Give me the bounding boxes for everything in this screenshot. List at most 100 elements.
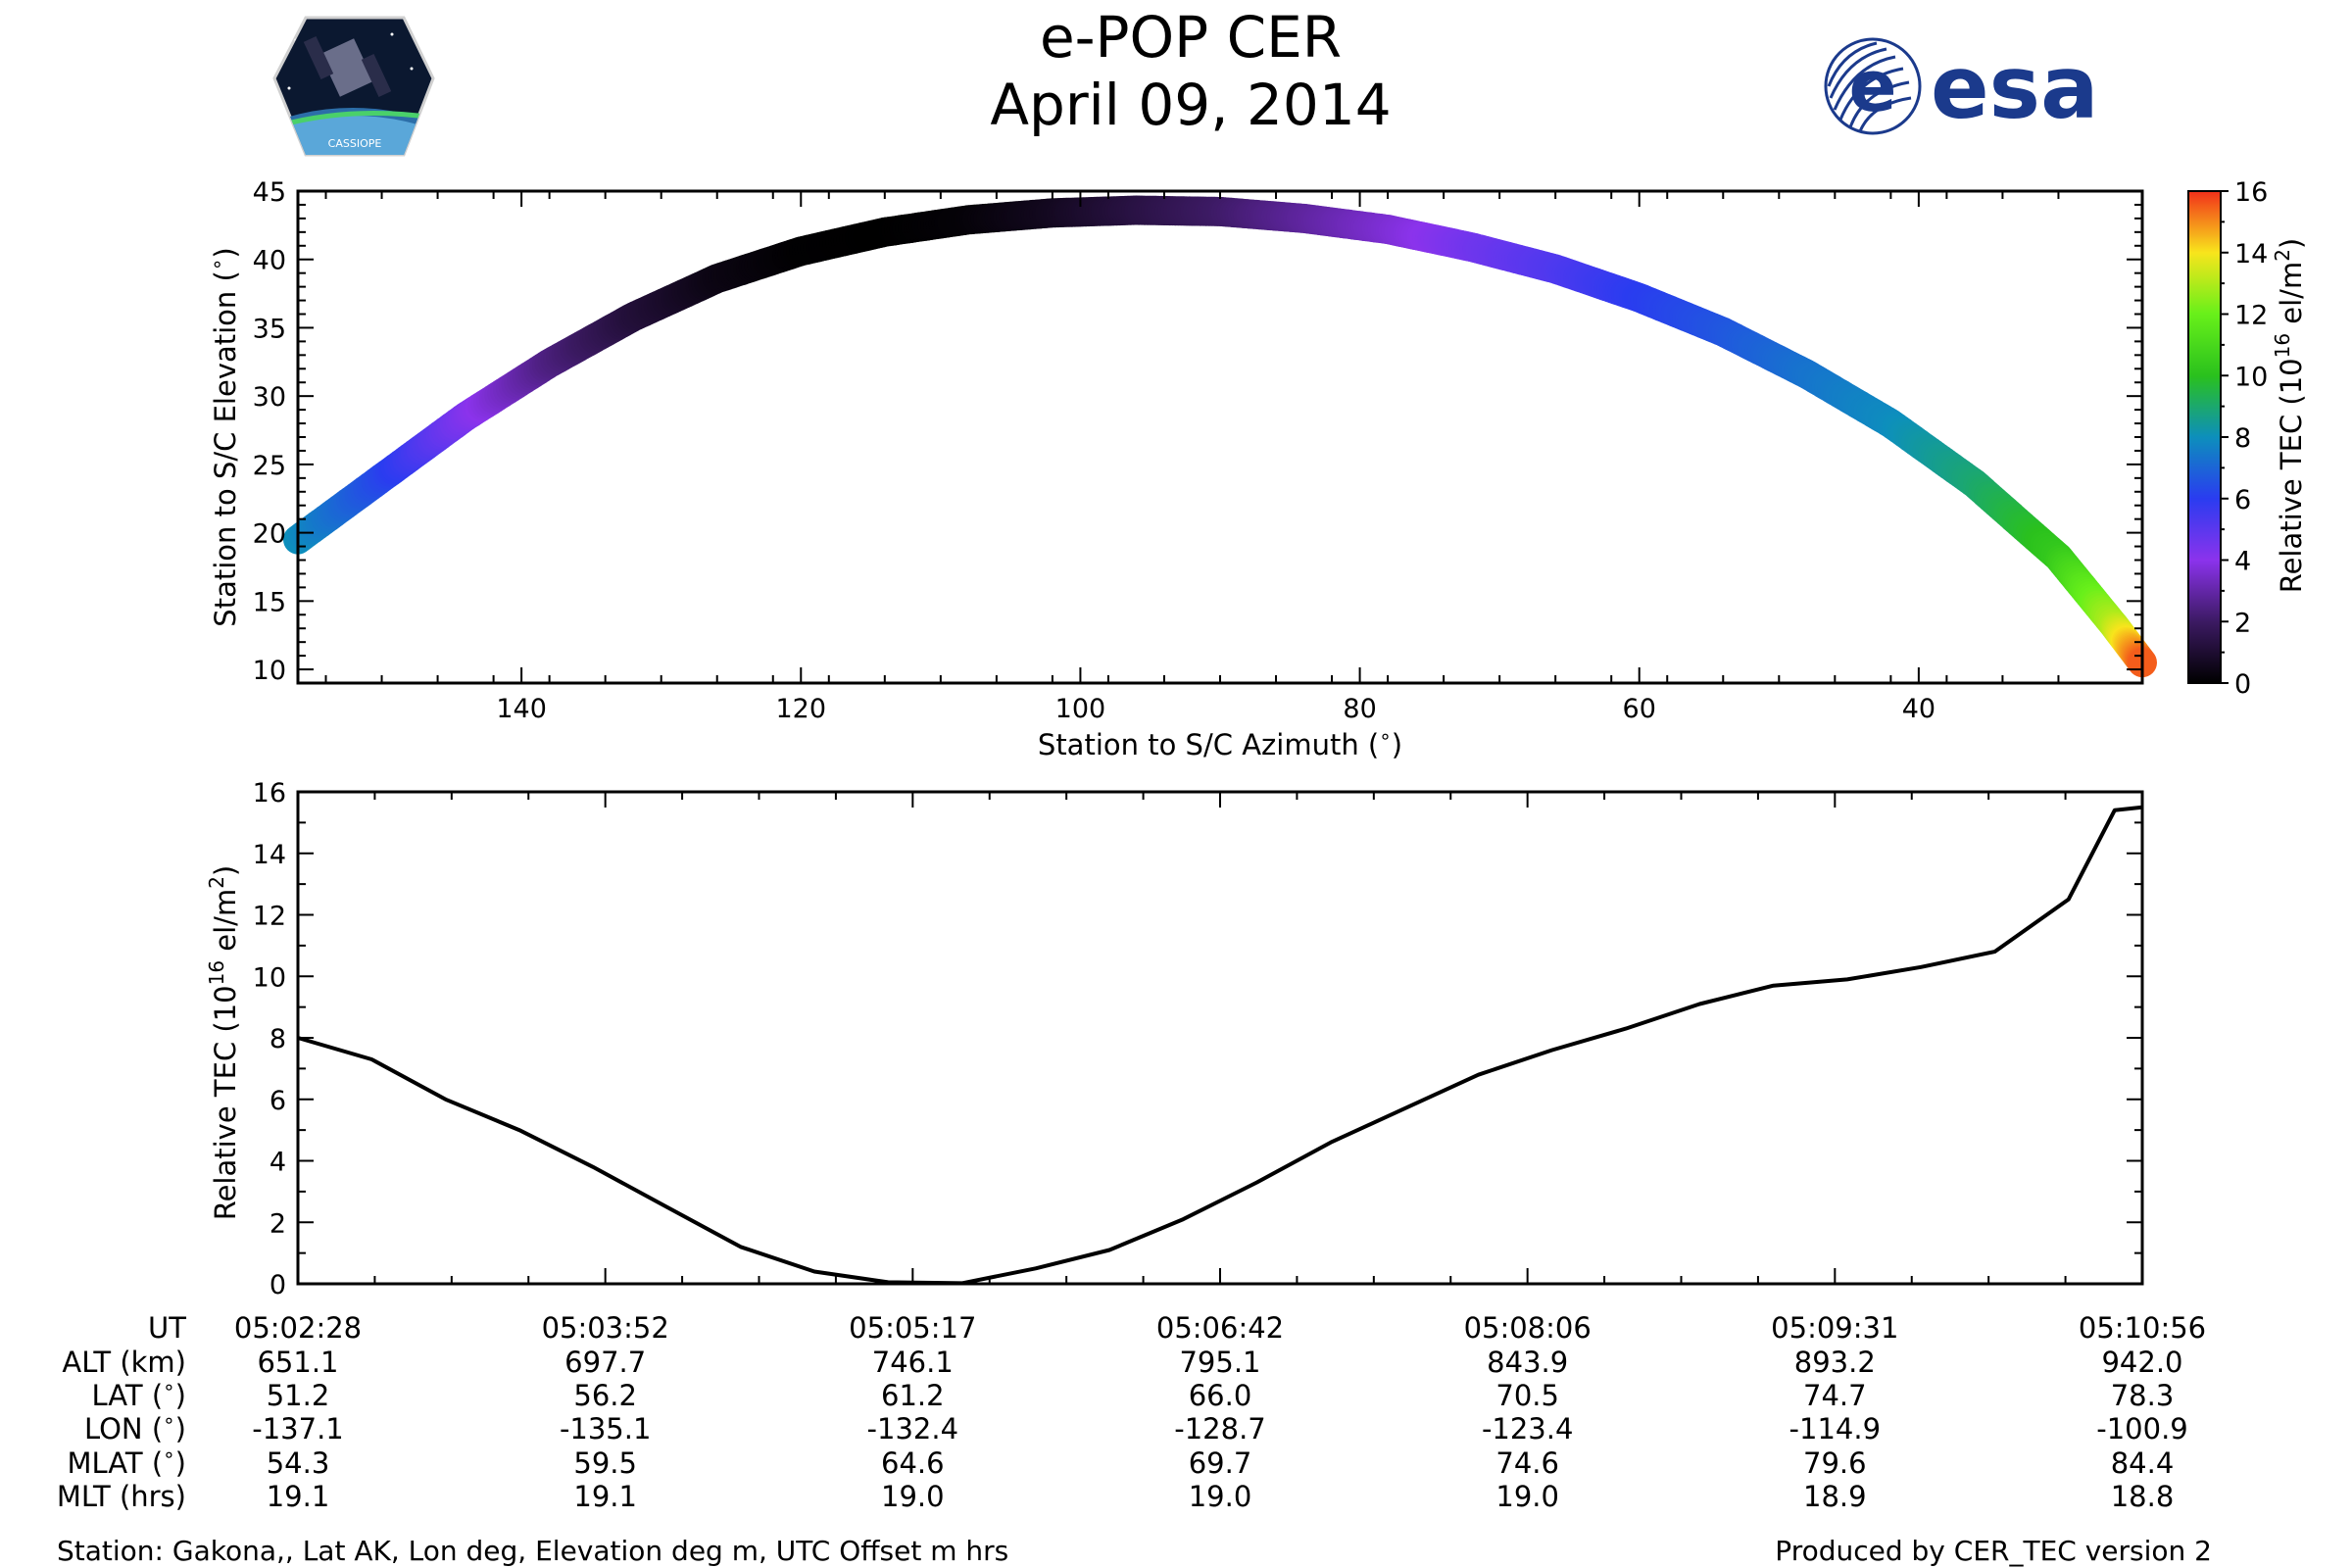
azimuth-axis-label: Station to S/C Azimuth (∘) xyxy=(1038,724,1402,761)
colorbar-tick-label: 0 xyxy=(2234,669,2251,700)
table-cell: -137.1 xyxy=(252,1412,344,1446)
table-cell: 843.9 xyxy=(1487,1346,1568,1379)
tec-colorbar: 0 2 4 6 8 10 12 14 16 Relative TEC (1016 el/m2) xyxy=(2187,177,2308,700)
tec-tick-label: 0 xyxy=(270,1270,286,1300)
table-cell: -123.4 xyxy=(1482,1412,1574,1446)
table-cell: 69.7 xyxy=(1189,1446,1252,1480)
table-cell: 05:03:52 xyxy=(542,1311,669,1345)
table-cell: 61.2 xyxy=(881,1379,945,1412)
table-cell: 05:02:28 xyxy=(234,1311,362,1345)
tec-tick-label: 2 xyxy=(270,1208,286,1239)
table-cell: 78.3 xyxy=(2111,1379,2175,1412)
esa-logo-text: esa xyxy=(1931,37,2098,138)
elevation-tick-label: 30 xyxy=(253,382,286,413)
esa-logo: e esa xyxy=(1824,37,2098,138)
tec-timeseries-chart: 0 2 4 6 8 10 12 14 16 Relative TEC (1016 el/m2) xyxy=(205,778,2144,1300)
table-cell: -100.9 xyxy=(2096,1412,2188,1446)
table-row-label: ALT (km) xyxy=(62,1346,186,1379)
elevation-tick-label: 10 xyxy=(253,656,286,686)
table-cell: 70.5 xyxy=(1495,1379,1559,1412)
elevation-trajectory xyxy=(283,195,2157,678)
tec-tick-label: 12 xyxy=(253,902,286,932)
table-cell: 05:05:17 xyxy=(849,1311,976,1345)
table-cell: 18.8 xyxy=(2111,1480,2175,1513)
table-cell: 795.1 xyxy=(1179,1346,1260,1379)
station-info: Station: Gakona,, Lat AK, Lon deg, Eleva… xyxy=(57,1535,1008,1567)
tec-tick-label: 16 xyxy=(253,778,286,808)
table-row-label: MLT (hrs) xyxy=(57,1480,186,1513)
table-cell: -135.1 xyxy=(560,1412,652,1446)
table-cell: 19.1 xyxy=(573,1480,637,1513)
table-cell: 651.1 xyxy=(257,1346,338,1379)
elevation-tick-label: 20 xyxy=(253,519,286,550)
cassiope-logo-text: CASSIOPE xyxy=(328,137,382,150)
table-cell: -128.7 xyxy=(1174,1412,1266,1446)
colorbar-tick-label: 8 xyxy=(2234,423,2251,454)
colorbar-label: Relative TEC (1016 el/m2) xyxy=(2271,238,2308,594)
elevation-azimuth-chart: 140 120 100 80 60 40 10 15 20 25 30 35 40 45 Station … xyxy=(205,177,2157,761)
tec-tick-label: 4 xyxy=(270,1148,286,1178)
tec-tick-label: 14 xyxy=(253,840,286,870)
colorbar-tick-label: 4 xyxy=(2234,547,2251,577)
elevation-plot-frame xyxy=(296,189,2144,685)
table-cell: 56.2 xyxy=(573,1379,637,1412)
colorbar-tick-label: 2 xyxy=(2234,608,2251,638)
tec-series-line xyxy=(297,805,2143,1286)
chart-date: April 09, 2014 xyxy=(990,72,1391,138)
tec-ticks: 0 2 4 6 8 10 12 14 16 xyxy=(253,778,2143,1300)
azimuth-tick-label: 60 xyxy=(1623,694,1656,724)
elevation-tick-label: 45 xyxy=(253,177,286,208)
elevation-ticks: 140 120 100 80 60 40 10 15 20 25 30 35 40 45 xyxy=(253,177,2142,724)
cassiope-logo: CASSIOPE xyxy=(272,16,435,157)
table-cell: 74.6 xyxy=(1495,1446,1559,1480)
esa-logo-e: e xyxy=(1849,45,1897,127)
table-cell: 19.0 xyxy=(1495,1480,1559,1513)
table-row-label: LON (∘) xyxy=(84,1408,186,1446)
colorbar-tick-label: 6 xyxy=(2234,485,2251,515)
tec-tick-label: 10 xyxy=(253,962,286,993)
table-cell: -132.4 xyxy=(867,1412,959,1446)
chart-title: e-POP CER xyxy=(1040,4,1342,71)
table-cell: 05:10:56 xyxy=(2079,1311,2206,1345)
table-cell: 05:09:31 xyxy=(1771,1311,1898,1345)
table-cell: 697.7 xyxy=(564,1346,646,1379)
table-row-label: MLAT (∘) xyxy=(67,1443,186,1480)
colorbar-gradient xyxy=(2187,190,2222,684)
table-cell: 66.0 xyxy=(1189,1379,1252,1412)
azimuth-tick-label: 100 xyxy=(1055,694,1106,724)
table-cell: 19.1 xyxy=(267,1480,330,1513)
table-cell: 18.9 xyxy=(1803,1480,1867,1513)
azimuth-tick-label: 140 xyxy=(496,694,547,724)
tec-tick-label: 8 xyxy=(270,1024,286,1054)
colorbar-tick-label: 12 xyxy=(2234,301,2268,331)
colorbar-ticks: 0 2 4 6 8 10 12 14 16 xyxy=(2221,177,2268,700)
produced-by: Produced by CER_TEC version 2 xyxy=(1775,1535,2212,1567)
table-cell: 05:08:06 xyxy=(1464,1311,1592,1345)
elevation-tick-label: 40 xyxy=(253,246,286,276)
table-row-label: LAT (∘) xyxy=(91,1375,186,1412)
elevation-tick-label: 25 xyxy=(253,451,286,481)
tec-plot-frame xyxy=(296,790,2144,1286)
table-cell: 19.0 xyxy=(1189,1480,1252,1513)
table-cell: 64.6 xyxy=(881,1446,945,1480)
table-cell: 79.6 xyxy=(1803,1446,1867,1480)
table-cell: 19.0 xyxy=(881,1480,945,1513)
tec-tick-label: 6 xyxy=(270,1086,286,1116)
table-cell: 05:06:42 xyxy=(1156,1311,1284,1345)
colorbar-tick-label: 14 xyxy=(2234,239,2268,270)
azimuth-tick-label: 120 xyxy=(775,694,826,724)
table-row-label: UT xyxy=(148,1311,186,1345)
table-cell: 84.4 xyxy=(2111,1446,2175,1480)
elevation-tick-label: 35 xyxy=(253,314,286,344)
tec-axis-label: Relative TEC (1016 el/m2) xyxy=(205,865,242,1221)
elevation-axis-label: Station to S/C Elevation (∘) xyxy=(205,247,242,626)
elevation-tick-label: 15 xyxy=(253,587,286,617)
table-cell: 51.2 xyxy=(267,1379,330,1412)
colorbar-tick-label: 10 xyxy=(2234,362,2268,392)
colorbar-tick-label: 16 xyxy=(2234,177,2268,208)
table-cell: 746.1 xyxy=(872,1346,954,1379)
azimuth-tick-label: 80 xyxy=(1343,694,1376,724)
table-cell: 54.3 xyxy=(267,1446,330,1480)
